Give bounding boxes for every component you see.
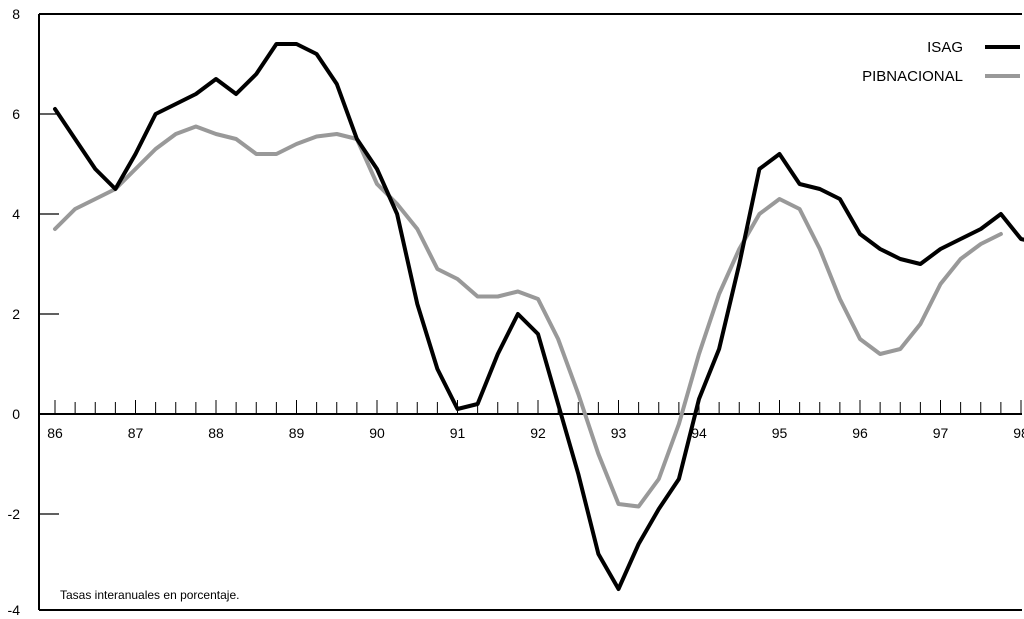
- legend: ISAG PIBNACIONAL: [862, 39, 1020, 85]
- series-line-isag: [53, 42, 1024, 591]
- y-tick-label: 2: [12, 306, 20, 322]
- y-tick-label: -4: [8, 602, 21, 618]
- x-axis: 86 87 88 89 90 91 92 93 94 95 96 97 98: [39, 400, 1024, 441]
- series-line-pibnacional: [53, 124, 1003, 509]
- y-tick-label: 8: [12, 6, 20, 22]
- x-tick-label: 98: [1013, 425, 1024, 441]
- x-tick-label: 95: [772, 425, 788, 441]
- x-tick-label: 90: [369, 425, 385, 441]
- x-tick-label: 94: [691, 425, 707, 441]
- y-tick-label: 6: [12, 106, 20, 122]
- plot-frame: [38, 13, 1022, 611]
- chart-note: Tasas interanuales en porcentaje.: [60, 588, 239, 602]
- y-tick-label: 0: [12, 406, 20, 422]
- x-tick-label: 97: [933, 425, 949, 441]
- x-tick-label: 91: [450, 425, 466, 441]
- x-tick-label: 89: [289, 425, 305, 441]
- y-tick-label: -2: [8, 506, 21, 522]
- x-tick-label: 96: [852, 425, 868, 441]
- series-layer: [53, 42, 1024, 591]
- legend-label-pibnacional: PIBNACIONAL: [862, 68, 963, 85]
- x-tick-label: 88: [208, 425, 224, 441]
- y-axis: 8 6 4 2 0 -2 -4: [8, 6, 59, 618]
- x-tick-label: 92: [530, 425, 546, 441]
- y-tick-label: 4: [12, 206, 20, 222]
- x-tick-label: 86: [47, 425, 63, 441]
- x-tick-label: 93: [611, 425, 627, 441]
- x-tick-label: 87: [128, 425, 144, 441]
- legend-label-isag: ISAG: [927, 39, 963, 56]
